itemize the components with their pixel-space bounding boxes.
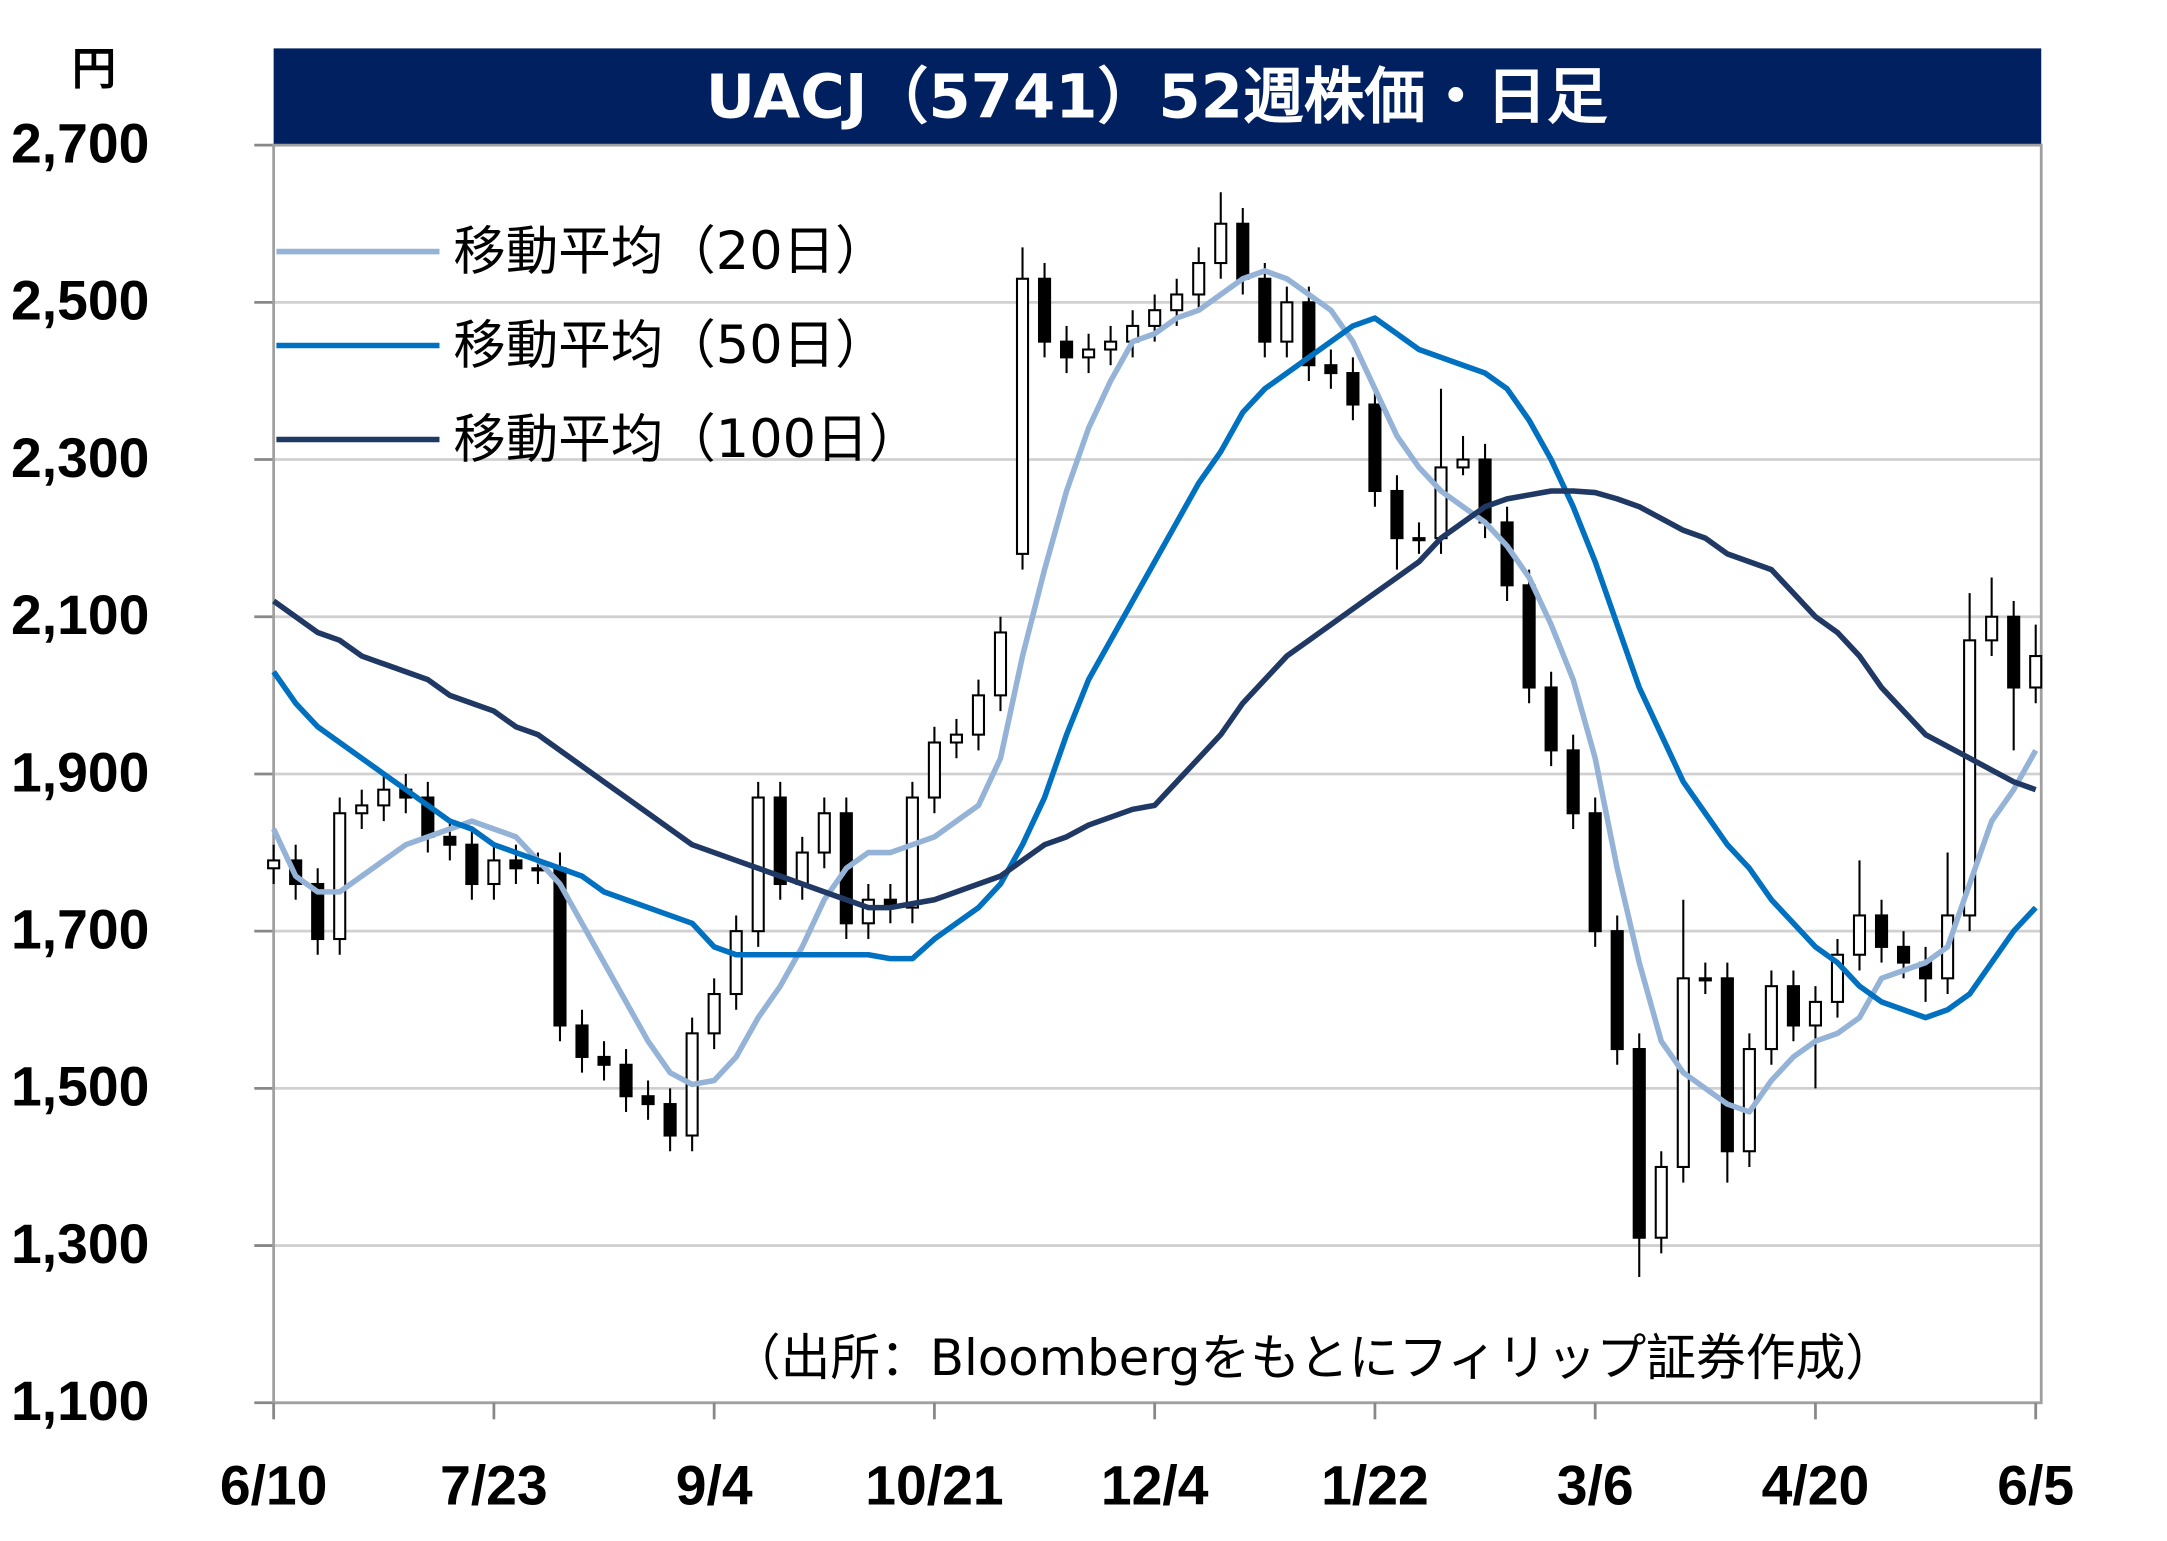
candle-body [465,843,479,886]
candle-body [1566,749,1580,815]
candle-body [795,851,809,886]
x-tick-label: 6/10 [220,1454,328,1516]
candle-body [1258,277,1272,343]
moving-average-line [272,488,2037,911]
candle-body [993,631,1008,697]
candle-body [1037,277,1052,343]
candle-body [509,859,523,870]
candle-body [729,930,743,996]
candle-body [1324,364,1338,375]
y-unit: 円 [72,44,116,95]
candle-body [1390,489,1404,540]
x-tick-label: 7/23 [440,1454,548,1516]
chart-title: UACJ（5741）52週株価・日足 [706,63,1608,133]
candle-body [1874,914,1889,948]
candle-body [1764,985,1778,1051]
candle-body [1588,812,1602,933]
candle-body [487,859,501,886]
y-tick-label: 1,300 [11,1213,149,1275]
candle-body [1896,945,1911,964]
y-tick-label: 1,700 [11,899,149,961]
candle-body [773,796,787,886]
legend-label: 移動平均（50日） [453,315,887,376]
candle-body [641,1095,655,1106]
candle-body [1192,262,1206,296]
candle-body [1148,309,1162,327]
x-tick-label: 9/4 [676,1454,753,1516]
candle-body [1985,615,1999,642]
candle-body [1104,340,1118,351]
candle-body [377,788,391,807]
candle-body [1544,686,1558,752]
candle-body [311,882,325,941]
candle-body [927,741,941,799]
x-tick-label: 4/20 [1762,1454,1870,1516]
candle-body [707,993,721,1035]
y-tick-label: 2,300 [11,427,149,489]
candle-body [663,1103,677,1137]
moving-average-line [271,315,2038,1021]
moving-average-line [271,268,2039,1115]
x-tick-label: 3/6 [1557,1454,1634,1516]
candle-body [1236,222,1250,280]
candle-body [1852,914,1867,956]
candle-body [1214,222,1228,265]
candle-body [1478,458,1492,524]
y-tick-label: 1,100 [11,1370,149,1432]
candle-body [1632,1048,1646,1239]
plot-frame [272,143,2043,1405]
candle-body [1302,301,1316,367]
candle-body [1830,953,1845,1003]
y-tick-label: 1,900 [11,741,149,803]
candle-body [1522,584,1536,689]
y-tick-label: 2,500 [11,270,149,332]
candle-body [2007,615,2021,689]
legend-label: 移動平均（20日） [453,221,887,282]
candle-body [1786,985,1800,1027]
candle-body [1963,639,1977,917]
candle-body [1654,1165,1668,1239]
candle-body [2029,655,2043,689]
source-note: （出所：Bloombergをもとにフィリップ証券作成） [731,1329,1895,1387]
title-banner [273,48,2042,146]
candle-body [1060,340,1074,359]
x-tick-label: 10/21 [865,1454,1003,1516]
candle-body [1456,458,1470,469]
candle-body [1808,1000,1823,1027]
candle-body [1346,372,1360,406]
candle-body [1015,277,1030,555]
candle-body [1742,1048,1756,1153]
candle-body [597,1055,611,1066]
legend-label: 移動平均（100日） [453,409,921,470]
y-tick-label: 1,500 [11,1056,149,1118]
candle-body [355,804,369,815]
candle-body [1720,977,1734,1153]
y-tick-label: 2,700 [11,113,149,175]
candle-body [267,859,281,870]
x-tick-label: 1/22 [1321,1454,1429,1516]
candle-body [1434,466,1448,540]
candle-body [1170,293,1184,312]
candle-body [1698,977,1712,982]
candle-body [619,1063,633,1098]
candle-body [1412,537,1426,542]
candle-body [971,694,986,736]
candle-body [333,812,347,941]
x-tick-label: 12/4 [1101,1454,1209,1516]
y-tick-label: 2,100 [11,584,149,646]
candle-body [861,898,875,925]
candle-body [1082,348,1096,359]
candle-body [905,796,919,909]
candle-body [817,812,831,854]
candle-body [575,1024,589,1058]
candle-body [1280,301,1294,343]
candle-body [949,733,964,744]
x-tick-label: 6/5 [1997,1454,2074,1516]
candle-body [443,835,457,846]
candle-body [1368,403,1382,493]
candle-body [1610,930,1624,1051]
